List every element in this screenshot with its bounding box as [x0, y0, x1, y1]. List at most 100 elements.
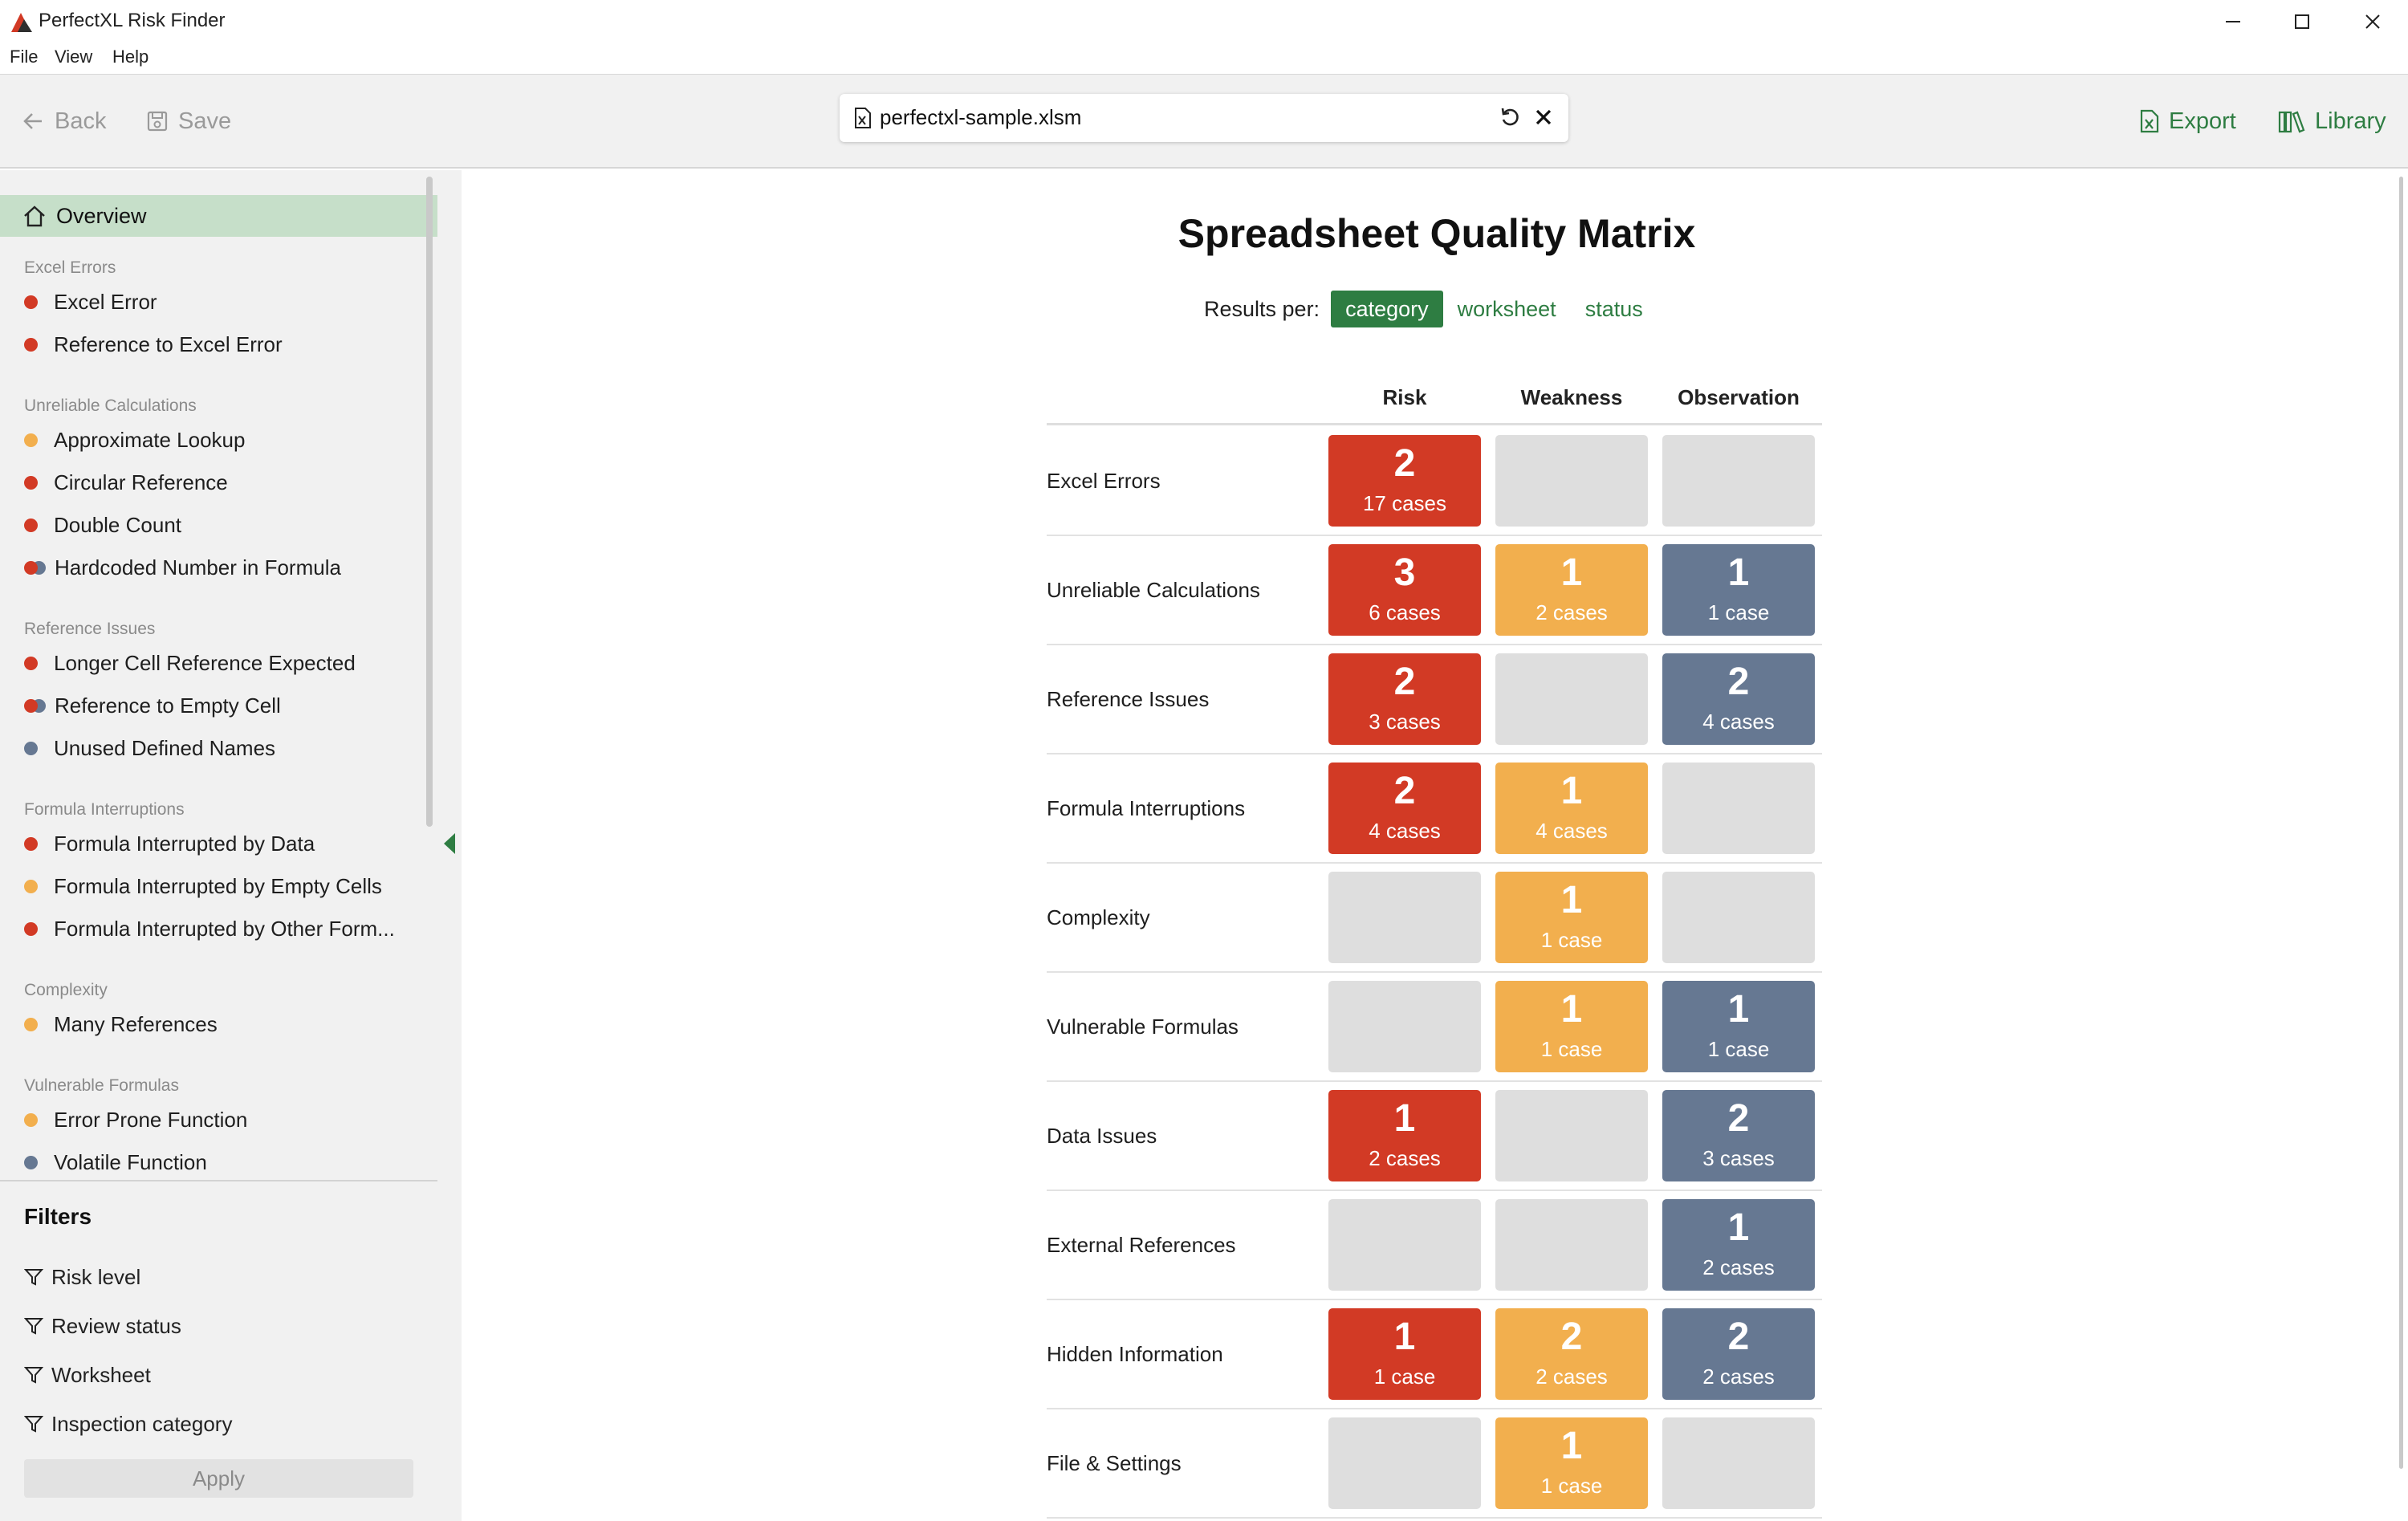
row-divider	[1047, 1517, 1822, 1519]
sidebar-item-approximate-lookup[interactable]: Approximate Lookup	[24, 425, 245, 454]
results-option-category[interactable]: category	[1331, 291, 1443, 327]
minimize-button[interactable]	[2198, 0, 2268, 43]
matrix-cell-formula-interruptions-weakness[interactable]: 1 4 cases	[1495, 763, 1648, 854]
menu-view[interactable]: View	[55, 47, 93, 67]
menu-file[interactable]: File	[10, 47, 39, 67]
matrix-cell-reference-issues-risk[interactable]: 2 3 cases	[1328, 653, 1481, 745]
matrix-cell-reference-issues-observation[interactable]: 2 4 cases	[1662, 653, 1815, 745]
header-divider	[1047, 423, 1822, 425]
main-scrollbar[interactable]	[2396, 170, 2408, 1521]
export-button[interactable]: Export	[2140, 105, 2236, 137]
matrix-cell-hidden-information-risk[interactable]: 1 1 case	[1328, 1308, 1481, 1400]
sidebar-item-formula-interrupted-by-empty-cells[interactable]: Formula Interrupted by Empty Cells	[24, 872, 382, 901]
sidebar-item-reference-to-empty-cell[interactable]: Reference to Empty Cell	[24, 691, 281, 720]
sidebar-item-formula-interrupted-by-data[interactable]: Formula Interrupted by Data	[24, 829, 315, 858]
close-window-button[interactable]	[2337, 0, 2408, 43]
sidebar-item-excel-error[interactable]: Excel Error	[24, 287, 157, 316]
cell-cases: 4 cases	[1536, 819, 1608, 843]
library-button[interactable]: Library	[2278, 105, 2386, 137]
save-button[interactable]: Save	[146, 105, 231, 137]
file-tab[interactable]: perfectxl-sample.xlsm	[840, 94, 1568, 142]
filters-title: Filters	[24, 1204, 92, 1229]
back-button[interactable]: Back	[21, 105, 106, 137]
matrix-cell-excel-errors-weakness	[1495, 435, 1648, 527]
severity-dot-icon	[24, 518, 38, 532]
cell-count: 2	[1560, 1316, 1583, 1358]
severity-dot-icon	[24, 741, 38, 755]
close-file-icon[interactable]	[1531, 105, 1556, 129]
results-per-selector: Results per: category worksheet status	[1204, 291, 1658, 327]
row-label-excel-errors: Excel Errors	[1047, 469, 1161, 493]
sidebar-category-title: Excel Errors	[24, 258, 116, 277]
cell-cases: 1 case	[1540, 1037, 1603, 1061]
sidebar-item-double-count[interactable]: Double Count	[24, 510, 181, 539]
excel-file-icon	[855, 108, 871, 128]
cell-count: 1	[1727, 988, 1750, 1031]
row-label-reference-issues: Reference Issues	[1047, 687, 1210, 711]
sidebar-divider	[0, 1180, 437, 1181]
menu-bar: File View Help	[0, 43, 2408, 74]
filter-risk-level[interactable]: Risk level	[24, 1263, 140, 1291]
matrix-cell-unreliable-calculations-risk[interactable]: 3 6 cases	[1328, 544, 1481, 636]
cell-cases: 2 cases	[1536, 1364, 1608, 1389]
matrix-cell-external-references-observation[interactable]: 1 2 cases	[1662, 1199, 1815, 1291]
maximize-button[interactable]	[2267, 0, 2337, 43]
filter-label: Risk level	[51, 1264, 141, 1289]
cell-cases: 4 cases	[1702, 710, 1775, 734]
inspection-list[interactable]: Overview Excel Errors Excel Error Referenc…	[0, 170, 437, 1180]
filter-inspection-category[interactable]: Inspection category	[24, 1410, 232, 1438]
save-label: Save	[178, 108, 232, 134]
cell-cases: 3 cases	[1702, 1146, 1775, 1170]
matrix-cell-external-references-weakness	[1495, 1199, 1648, 1291]
matrix-cell-data-issues-observation[interactable]: 2 3 cases	[1662, 1090, 1815, 1181]
filter-review-status[interactable]: Review status	[24, 1312, 181, 1340]
apply-button[interactable]: Apply	[24, 1459, 413, 1498]
matrix-cell-excel-errors-observation	[1662, 435, 1815, 527]
row-label-formula-interruptions: Formula Interruptions	[1047, 796, 1246, 820]
matrix-cell-unreliable-calculations-weakness[interactable]: 1 2 cases	[1495, 544, 1648, 636]
severity-dot-icon	[24, 337, 38, 352]
matrix-cell-vulnerable-formulas-weakness[interactable]: 1 1 case	[1495, 981, 1648, 1072]
sidebar-item-volatile-function[interactable]: Volatile Function	[24, 1148, 207, 1177]
filter-icon	[24, 1318, 43, 1335]
sidebar-item-circular-reference[interactable]: Circular Reference	[24, 468, 228, 497]
sidebar-item-reference-to-excel-error[interactable]: Reference to Excel Error	[24, 330, 283, 359]
sidebar-item-label: Approximate Lookup	[54, 427, 246, 452]
sidebar-scrollbar[interactable]	[426, 177, 433, 827]
cell-cases: 6 cases	[1369, 600, 1441, 624]
row-divider	[1047, 862, 1822, 864]
cell-count: 1	[1560, 770, 1583, 812]
sidebar-item-label: Reference to Empty Cell	[55, 693, 281, 718]
sidebar-item-many-references[interactable]: Many References	[24, 1010, 218, 1039]
column-header-risk: Risk	[1382, 385, 1427, 409]
collapse-sidebar-icon[interactable]	[442, 832, 457, 856]
matrix-cell-unreliable-calculations-observation[interactable]: 1 1 case	[1662, 544, 1815, 636]
matrix-cell-vulnerable-formulas-observation[interactable]: 1 1 case	[1662, 981, 1815, 1072]
sidebar-item-overview[interactable]: Overview	[0, 195, 437, 237]
matrix-cell-formula-interruptions-risk[interactable]: 2 4 cases	[1328, 763, 1481, 854]
results-option-worksheet[interactable]: worksheet	[1457, 296, 1556, 321]
filter-worksheet[interactable]: Worksheet	[24, 1361, 151, 1389]
matrix-cell-hidden-information-observation[interactable]: 2 2 cases	[1662, 1308, 1815, 1400]
menu-help[interactable]: Help	[112, 47, 149, 67]
matrix-cell-hidden-information-weakness[interactable]: 2 2 cases	[1495, 1308, 1648, 1400]
sidebar-item-label: Circular Reference	[54, 470, 228, 494]
row-divider	[1047, 1190, 1822, 1191]
matrix-cell-excel-errors-risk[interactable]: 2 17 cases	[1328, 435, 1481, 527]
matrix-cell-file-settings-weakness[interactable]: 1 1 case	[1495, 1417, 1648, 1509]
sidebar-item-unused-defined-names[interactable]: Unused Defined Names	[24, 734, 275, 763]
scrollbar-thumb[interactable]	[2399, 177, 2403, 1469]
sidebar-item-formula-interrupted-by-other-form[interactable]: Formula Interrupted by Other Form...	[24, 914, 395, 943]
reload-icon[interactable]	[1498, 105, 1522, 129]
cell-cases: 1 case	[1707, 600, 1770, 624]
cell-cases: 1 case	[1707, 1037, 1770, 1061]
sidebar-item-hardcoded-number-in-formula[interactable]: Hardcoded Number in Formula	[24, 553, 341, 582]
matrix-cell-complexity-weakness[interactable]: 1 1 case	[1495, 872, 1648, 963]
minimize-icon	[2226, 21, 2240, 22]
cell-count: 1	[1560, 879, 1583, 921]
sidebar-item-error-prone-function[interactable]: Error Prone Function	[24, 1105, 247, 1134]
matrix-cell-data-issues-risk[interactable]: 1 2 cases	[1328, 1090, 1481, 1181]
sidebar-item-longer-cell-reference-expected[interactable]: Longer Cell Reference Expected	[24, 649, 356, 677]
results-option-status[interactable]: status	[1584, 296, 1643, 321]
sidebar-item-label: Error Prone Function	[54, 1107, 248, 1132]
